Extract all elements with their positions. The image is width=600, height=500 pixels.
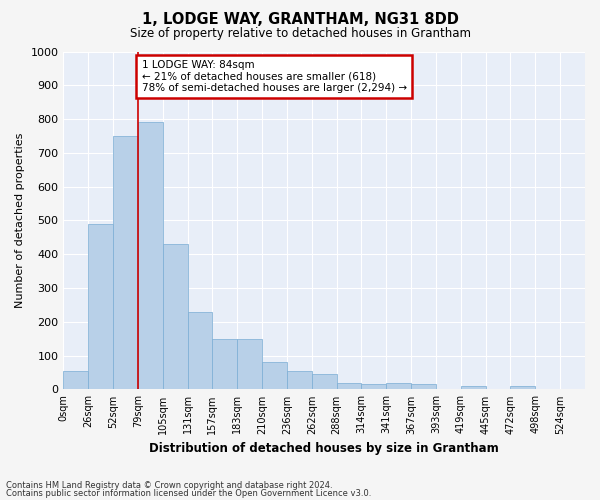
Bar [312,374,337,390]
Text: Contains HM Land Registry data © Crown copyright and database right 2024.: Contains HM Land Registry data © Crown c… [6,481,332,490]
Bar [88,224,113,390]
Text: Contains public sector information licensed under the Open Government Licence v3: Contains public sector information licen… [6,488,371,498]
Bar [287,371,312,390]
Bar [262,362,287,390]
Bar [511,386,535,390]
Text: 1, LODGE WAY, GRANTHAM, NG31 8DD: 1, LODGE WAY, GRANTHAM, NG31 8DD [142,12,458,28]
Bar [188,312,212,390]
X-axis label: Distribution of detached houses by size in Grantham: Distribution of detached houses by size … [149,442,499,455]
Bar [337,382,361,390]
Y-axis label: Number of detached properties: Number of detached properties [15,133,25,308]
Bar [237,338,262,390]
Text: Size of property relative to detached houses in Grantham: Size of property relative to detached ho… [130,28,470,40]
Bar [212,338,237,390]
Bar [461,386,485,390]
Bar [163,244,188,390]
Bar [386,382,411,390]
Bar [64,371,88,390]
Bar [361,384,386,390]
Bar [411,384,436,390]
Bar [113,136,138,390]
Bar [138,122,163,390]
Text: 1 LODGE WAY: 84sqm
← 21% of detached houses are smaller (618)
78% of semi-detach: 1 LODGE WAY: 84sqm ← 21% of detached hou… [142,60,407,93]
